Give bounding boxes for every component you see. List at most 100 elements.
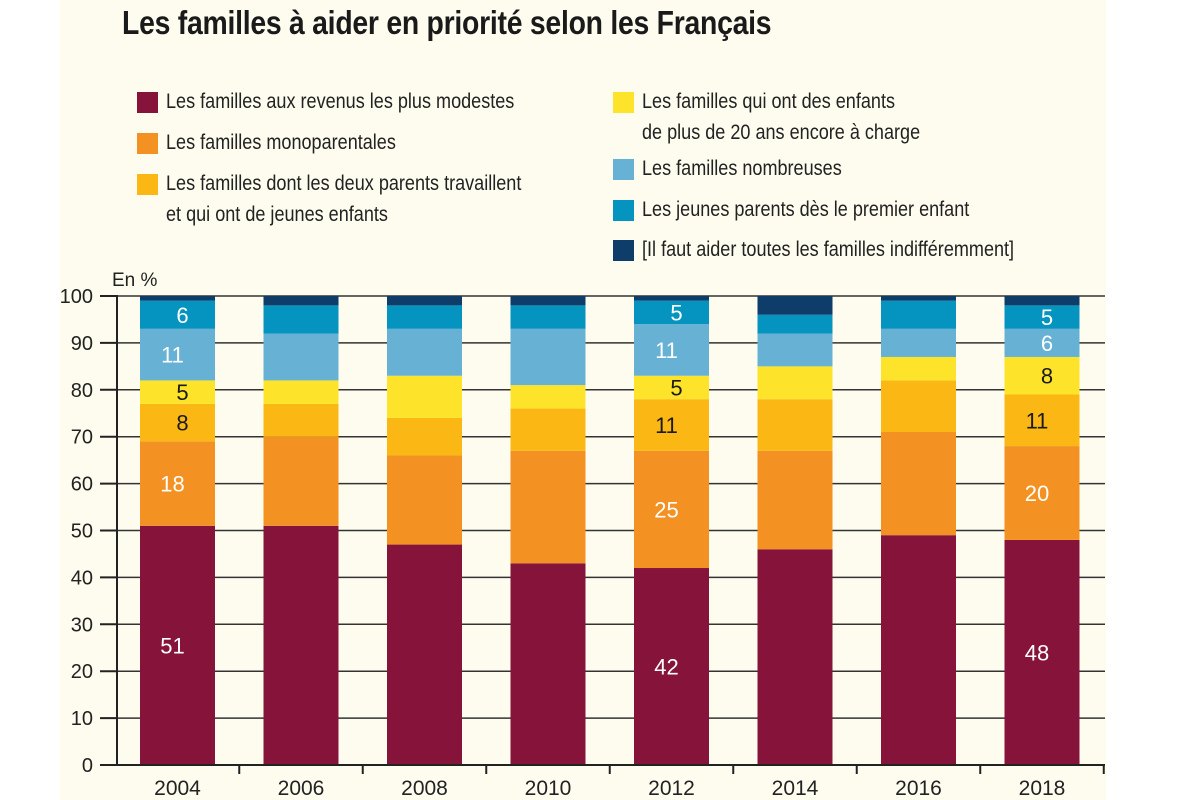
bar-segment <box>263 296 339 306</box>
x-tick-label: 2012 <box>648 777 695 800</box>
bar-segment <box>263 333 339 381</box>
x-tick-label: 2006 <box>278 777 325 800</box>
bar-segment <box>510 408 586 451</box>
legend-swatch <box>613 240 634 261</box>
data-label: 48 <box>1025 640 1049 665</box>
data-label: 8 <box>176 411 188 436</box>
bar-segment <box>387 544 462 765</box>
legend-swatch <box>137 133 158 154</box>
bar-segment <box>140 403 215 442</box>
bar-segment <box>510 450 586 564</box>
x-tick-label: 2014 <box>772 777 819 800</box>
data-label: 11 <box>1026 408 1049 433</box>
legend-swatch <box>137 92 158 113</box>
bar-segment <box>757 399 833 451</box>
y-tick-label: 90 <box>71 333 93 355</box>
bar-segment <box>387 417 462 456</box>
x-tick-label: 2016 <box>895 777 942 800</box>
data-label: 5 <box>176 380 188 405</box>
bar-segment <box>634 300 709 325</box>
bar-segment <box>140 328 215 381</box>
bar-segment <box>263 436 339 526</box>
legend-swatch <box>613 92 634 113</box>
legend-swatch <box>613 159 634 180</box>
bar-segment <box>387 455 462 545</box>
bar-segment <box>881 296 956 301</box>
bar-segment <box>1004 356 1080 395</box>
legend-label: Les familles qui ont des enfants de plus … <box>642 90 921 144</box>
data-label: 25 <box>654 497 678 522</box>
bar-segment <box>757 549 833 765</box>
legend-label: Les familles dont les deux parents trava… <box>166 172 522 226</box>
bar-segment <box>634 399 709 451</box>
bar-segment <box>510 305 586 329</box>
bar-segment <box>140 296 215 301</box>
bar-segment <box>387 296 462 306</box>
data-label: 11 <box>161 343 184 368</box>
bar-segment <box>881 535 956 765</box>
bar-segment <box>263 525 339 765</box>
bar-segment <box>263 305 339 334</box>
legend-label: Les familles aux revenus les plus modest… <box>166 90 515 113</box>
y-tick-label: 30 <box>71 614 93 636</box>
y-axis-label: En % <box>112 270 158 291</box>
data-label: 6 <box>1041 331 1053 356</box>
bar-segment <box>881 328 956 357</box>
bar-segment <box>387 305 462 329</box>
legend-label: Les familles monoparentales <box>166 131 396 154</box>
y-tick-label: 70 <box>71 427 93 449</box>
bar-segment <box>1004 305 1080 329</box>
bar-segment <box>881 432 956 536</box>
y-tick-label: 20 <box>71 661 93 683</box>
bar-segment <box>510 328 586 386</box>
data-label: 11 <box>655 413 678 438</box>
data-label: 51 <box>160 633 184 658</box>
data-label: 5 <box>670 300 682 325</box>
bar-segment <box>757 296 833 315</box>
bar-segment <box>387 375 462 418</box>
legend-label: Les familles nombreuses <box>642 157 842 180</box>
bar-segment <box>510 296 586 306</box>
data-label: 11 <box>655 338 678 363</box>
bar-segment <box>140 525 215 765</box>
bar-segment <box>1004 328 1080 357</box>
bar-segment <box>634 568 709 765</box>
bar-segment <box>263 380 339 404</box>
bar-segment <box>1004 446 1080 540</box>
bar-segment <box>881 356 956 381</box>
bar-segment <box>634 324 709 376</box>
bar-segment <box>634 375 709 400</box>
data-label: 8 <box>1041 364 1053 389</box>
x-tick-label: 2008 <box>401 777 448 800</box>
y-tick-label: 40 <box>71 567 93 589</box>
bar-segment <box>881 380 956 433</box>
legend-label: Les jeunes parents dès le premier enfant <box>642 198 970 221</box>
data-label: 5 <box>1041 305 1053 330</box>
bar-segment <box>757 333 833 367</box>
legend-swatch <box>613 200 634 221</box>
bar-segment <box>140 300 215 329</box>
y-tick-label: 60 <box>71 474 93 496</box>
bar-segment <box>757 366 833 400</box>
bar-segment <box>140 380 215 404</box>
legend-swatch <box>137 174 158 195</box>
bar-segment <box>1004 394 1080 447</box>
y-tick-label: 100 <box>60 286 93 308</box>
bar-segment <box>881 300 956 329</box>
bar-segment <box>510 385 586 409</box>
y-tick-label: 80 <box>71 380 93 402</box>
data-label: 6 <box>176 303 188 328</box>
legend-label: [Il faut aider toutes les familles indif… <box>642 238 1015 261</box>
y-tick-label: 0 <box>82 755 93 777</box>
y-tick-label: 10 <box>71 708 93 730</box>
bar-segment <box>387 328 462 376</box>
bar-segment <box>634 296 709 301</box>
data-label: 20 <box>1025 481 1049 506</box>
x-tick-label: 2018 <box>1019 777 1066 800</box>
bar-segment <box>757 450 833 550</box>
x-tick-label: 2010 <box>525 777 572 800</box>
bar-segment <box>510 563 586 765</box>
chart-title: Les familles à aider en priorité selon l… <box>122 4 772 41</box>
bar-segment <box>757 314 833 334</box>
